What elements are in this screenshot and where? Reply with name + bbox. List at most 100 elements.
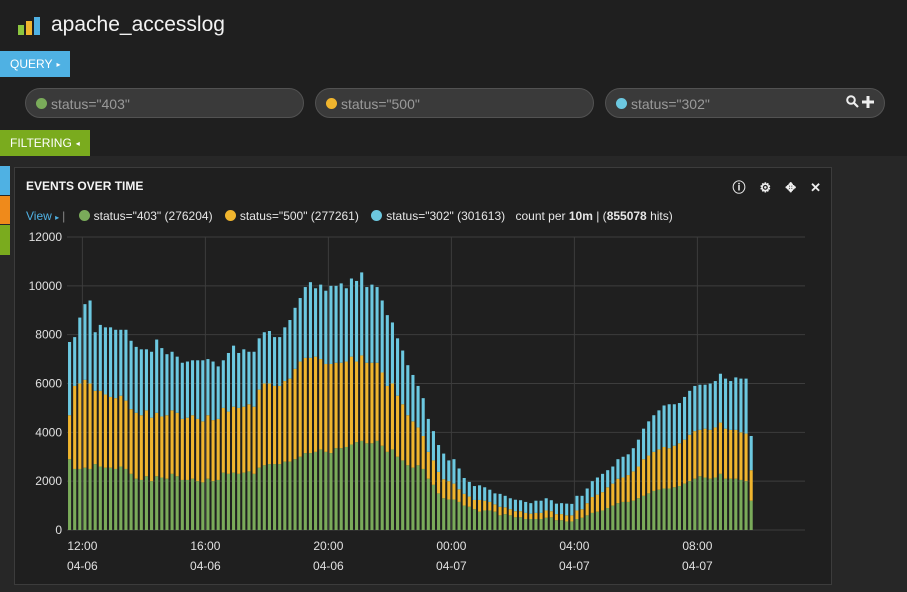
legend-dot-403[interactable]: [78, 210, 90, 221]
query-input-302[interactable]: status="302": [605, 88, 885, 118]
bar-segment-500: [534, 512, 538, 520]
panel-toolbar: ⓘ ⚙ ✥ ✕: [719, 177, 821, 196]
bar-segment-500: [611, 483, 615, 506]
bar-segment-500: [488, 501, 492, 511]
x-tick-date: 04-06: [190, 559, 221, 573]
bar-segment-403: [129, 473, 133, 530]
bar-segment-403: [452, 499, 456, 530]
bar-segment-500: [262, 383, 266, 466]
bar-segment-302: [749, 435, 753, 471]
bar-segment-302: [298, 298, 302, 362]
bar-segment-403: [601, 510, 605, 530]
bar-segment-500: [196, 418, 200, 482]
bar-segment-500: [329, 363, 333, 454]
legend-dot-500[interactable]: [224, 210, 236, 221]
info-icon[interactable]: ⓘ: [732, 180, 746, 195]
bar-segment-302: [416, 385, 420, 428]
bar-segment-403: [560, 520, 564, 530]
legend-dot-302[interactable]: [371, 210, 383, 221]
bar-segment-302: [390, 322, 394, 384]
bar-segment-403: [134, 478, 138, 530]
y-tick-label: 8000: [35, 328, 62, 342]
bar-segment-302: [626, 454, 630, 476]
bar-segment-302: [570, 503, 574, 516]
bar-segment-403: [729, 478, 733, 530]
row-collapse-strip-green[interactable]: [0, 225, 10, 255]
bar-segment-403: [298, 456, 302, 530]
bar-segment-302: [78, 317, 82, 384]
bar-segment-302: [83, 304, 87, 380]
bar-segment-403: [308, 453, 312, 530]
bar-segment-500: [683, 439, 687, 484]
gear-icon[interactable]: ⚙: [759, 180, 772, 195]
bar-segment-403: [252, 473, 256, 530]
query-text: status="403": [51, 96, 130, 112]
bar-segment-500: [729, 429, 733, 479]
bar-segment-302: [196, 360, 200, 419]
bar-segment-403: [519, 517, 523, 530]
bar-segment-302: [370, 284, 374, 363]
bar-segment-302: [585, 488, 589, 504]
query-color-dot[interactable]: [326, 98, 337, 109]
bar-segment-403: [380, 445, 384, 530]
bar-segment-403: [642, 495, 646, 530]
bar-segment-403: [114, 468, 118, 530]
bar-segment-302: [406, 365, 410, 416]
bar-segment-500: [478, 499, 482, 512]
bar-segment-302: [606, 470, 610, 488]
bar-segment-302: [160, 348, 164, 417]
bar-segment-500: [483, 500, 487, 511]
query-input-403[interactable]: status="403": [25, 88, 304, 118]
bar-segment-500: [713, 427, 717, 478]
bar-segment-403: [319, 449, 323, 530]
row-collapse-strip-orange[interactable]: [0, 196, 10, 224]
bar-segment-302: [237, 352, 241, 408]
bar-segment-302: [662, 405, 666, 447]
view-toggle[interactable]: View ▸: [26, 209, 60, 223]
bar-segment-500: [191, 415, 195, 479]
bar-segment-302: [488, 489, 492, 502]
close-icon[interactable]: ✕: [810, 180, 821, 195]
bar-segment-403: [375, 440, 379, 530]
bar-segment-302: [744, 378, 748, 434]
bar-segment-403: [150, 481, 154, 530]
bar-segment-403: [621, 501, 625, 530]
bar-segment-302: [175, 356, 179, 413]
bar-segment-403: [257, 467, 261, 530]
bar-segment-302: [437, 445, 441, 472]
legend-label-302: status="302" (301613): [386, 209, 506, 223]
bar-segment-302: [554, 503, 558, 515]
row-collapse-strip-blue[interactable]: [0, 166, 10, 195]
bar-segment-403: [119, 466, 123, 530]
bar-segment-302: [426, 418, 430, 452]
move-icon[interactable]: ✥: [785, 180, 797, 195]
bar-segment-500: [411, 421, 415, 468]
bar-segment-500: [88, 383, 92, 469]
filtering-tab[interactable]: FILTERING ◂: [0, 130, 90, 156]
bar-segment-500: [134, 412, 138, 479]
bar-segment-403: [247, 471, 251, 530]
bar-segment-500: [314, 356, 318, 452]
bar-segment-403: [744, 481, 748, 530]
search-icon[interactable]: [846, 95, 859, 108]
bar-segment-500: [652, 451, 656, 491]
bar-segment-302: [672, 404, 676, 446]
bar-segment-403: [103, 467, 107, 530]
bar-segment-403: [216, 479, 220, 530]
query-color-dot[interactable]: [36, 98, 47, 109]
bar-segment-403: [426, 478, 430, 530]
bar-segment-403: [698, 476, 702, 530]
bar-segment-500: [232, 406, 236, 473]
bar-segment-302: [288, 320, 292, 379]
query-tab[interactable]: QUERY ▸: [0, 51, 71, 77]
bar-segment-500: [734, 429, 738, 479]
bar-segment-500: [472, 499, 476, 510]
bar-segment-403: [144, 476, 148, 530]
plus-icon[interactable]: [862, 96, 874, 108]
bar-segment-403: [324, 451, 328, 530]
query-input-500[interactable]: status="500": [315, 88, 594, 118]
query-color-dot[interactable]: [616, 98, 627, 109]
bar-segment-302: [677, 403, 681, 444]
bar-segment-500: [83, 379, 87, 468]
bar-segment-302: [631, 448, 635, 472]
